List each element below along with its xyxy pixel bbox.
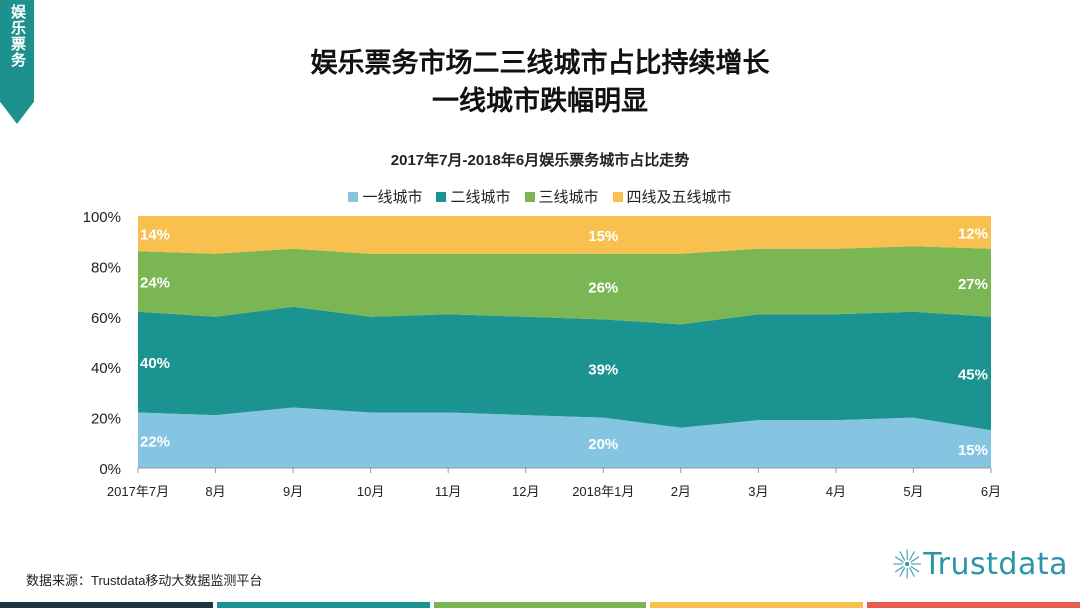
bottom-strip-5 [867,602,1080,608]
data-label: 22% [140,433,170,450]
data-label: 12% [958,225,988,242]
area-series-2 [138,306,991,431]
data-label: 26% [588,280,618,297]
x-tick-label: 3月 [748,484,768,499]
y-tick-label: 60% [91,310,121,327]
chart-title: 2017年7月-2018年6月娱乐票务城市占比走势 [390,152,690,169]
x-tick-label: 11月 [435,484,462,499]
data-label: 20% [588,436,618,453]
page-title-line2: 一线城市跌幅明显 [432,86,648,116]
data-label: 27% [958,276,988,293]
data-label: 15% [588,228,618,245]
x-tick-label: 10月 [357,484,384,499]
data-label: 39% [588,361,618,378]
legend-swatch-tier2 [436,191,447,202]
logo-wordmark: Trustdata [923,546,1068,582]
data-label: 40% [140,355,170,372]
side-category-label: 娱乐票务 [9,4,26,68]
legend-swatch-tier1 [348,191,359,202]
bottom-strip-3 [433,602,647,608]
page-title-line1: 娱乐票务市场二三线城市占比持续增长 [310,48,770,78]
x-tick-label: 8月 [205,484,225,499]
chart-legend: 一线城市 二线城市 三线城市 四线及五线城市 [0,186,1080,207]
legend-item-tier4: 四线及五线城市 [612,186,732,207]
legend-swatch-tier4 [612,191,623,202]
y-tick-label: 0% [99,461,121,478]
y-tick-label: 80% [91,259,121,276]
area-series-4 [138,216,991,254]
bottom-color-strip [0,602,1080,608]
side-category-tab [0,0,34,124]
area-series-3 [138,246,991,325]
legend-label-tier2: 二线城市 [450,189,511,206]
legend-label-tier4: 四线及五线城市 [626,189,732,206]
legend-item-tier1: 一线城市 [348,186,422,207]
x-tick-label: 4月 [826,484,846,499]
data-label: 14% [140,227,170,244]
x-tick-label: 2018年1月 [572,484,634,499]
y-tick-label: 100% [83,209,121,226]
legend-item-tier3: 三线城市 [524,186,599,207]
data-source-note: 数据来源：Trustdata移动大数据监测平台 [26,573,263,588]
x-tick-label: 12月 [512,484,539,499]
x-tick-label: 2月 [671,484,691,499]
bottom-strip-4 [650,602,864,608]
trustdata-logo: Trustdata [893,536,1068,592]
legend-item-tier2: 二线城市 [436,186,511,207]
x-tick-label: 5月 [903,484,923,499]
legend-swatch-tier3 [524,191,535,202]
y-tick-label: 40% [91,360,121,377]
data-label: 24% [140,275,170,292]
bottom-strip-1 [0,602,213,608]
legend-label-tier1: 一线城市 [362,189,423,206]
area-series-1 [138,407,991,468]
x-tick-label: 9月 [283,484,303,499]
y-tick-label: 20% [91,411,121,428]
sunburst-logo-icon [893,549,922,579]
data-label: 45% [958,367,988,384]
x-tick-label: 6月 [981,484,1001,499]
page-title: 娱乐票务市场二三线城市占比持续增长 一线城市跌幅明显 [0,44,1080,120]
data-label: 15% [958,442,988,459]
x-tick-label: 2017年7月 [107,484,169,499]
legend-label-tier3: 三线城市 [538,189,599,206]
bottom-strip-2 [216,602,430,608]
